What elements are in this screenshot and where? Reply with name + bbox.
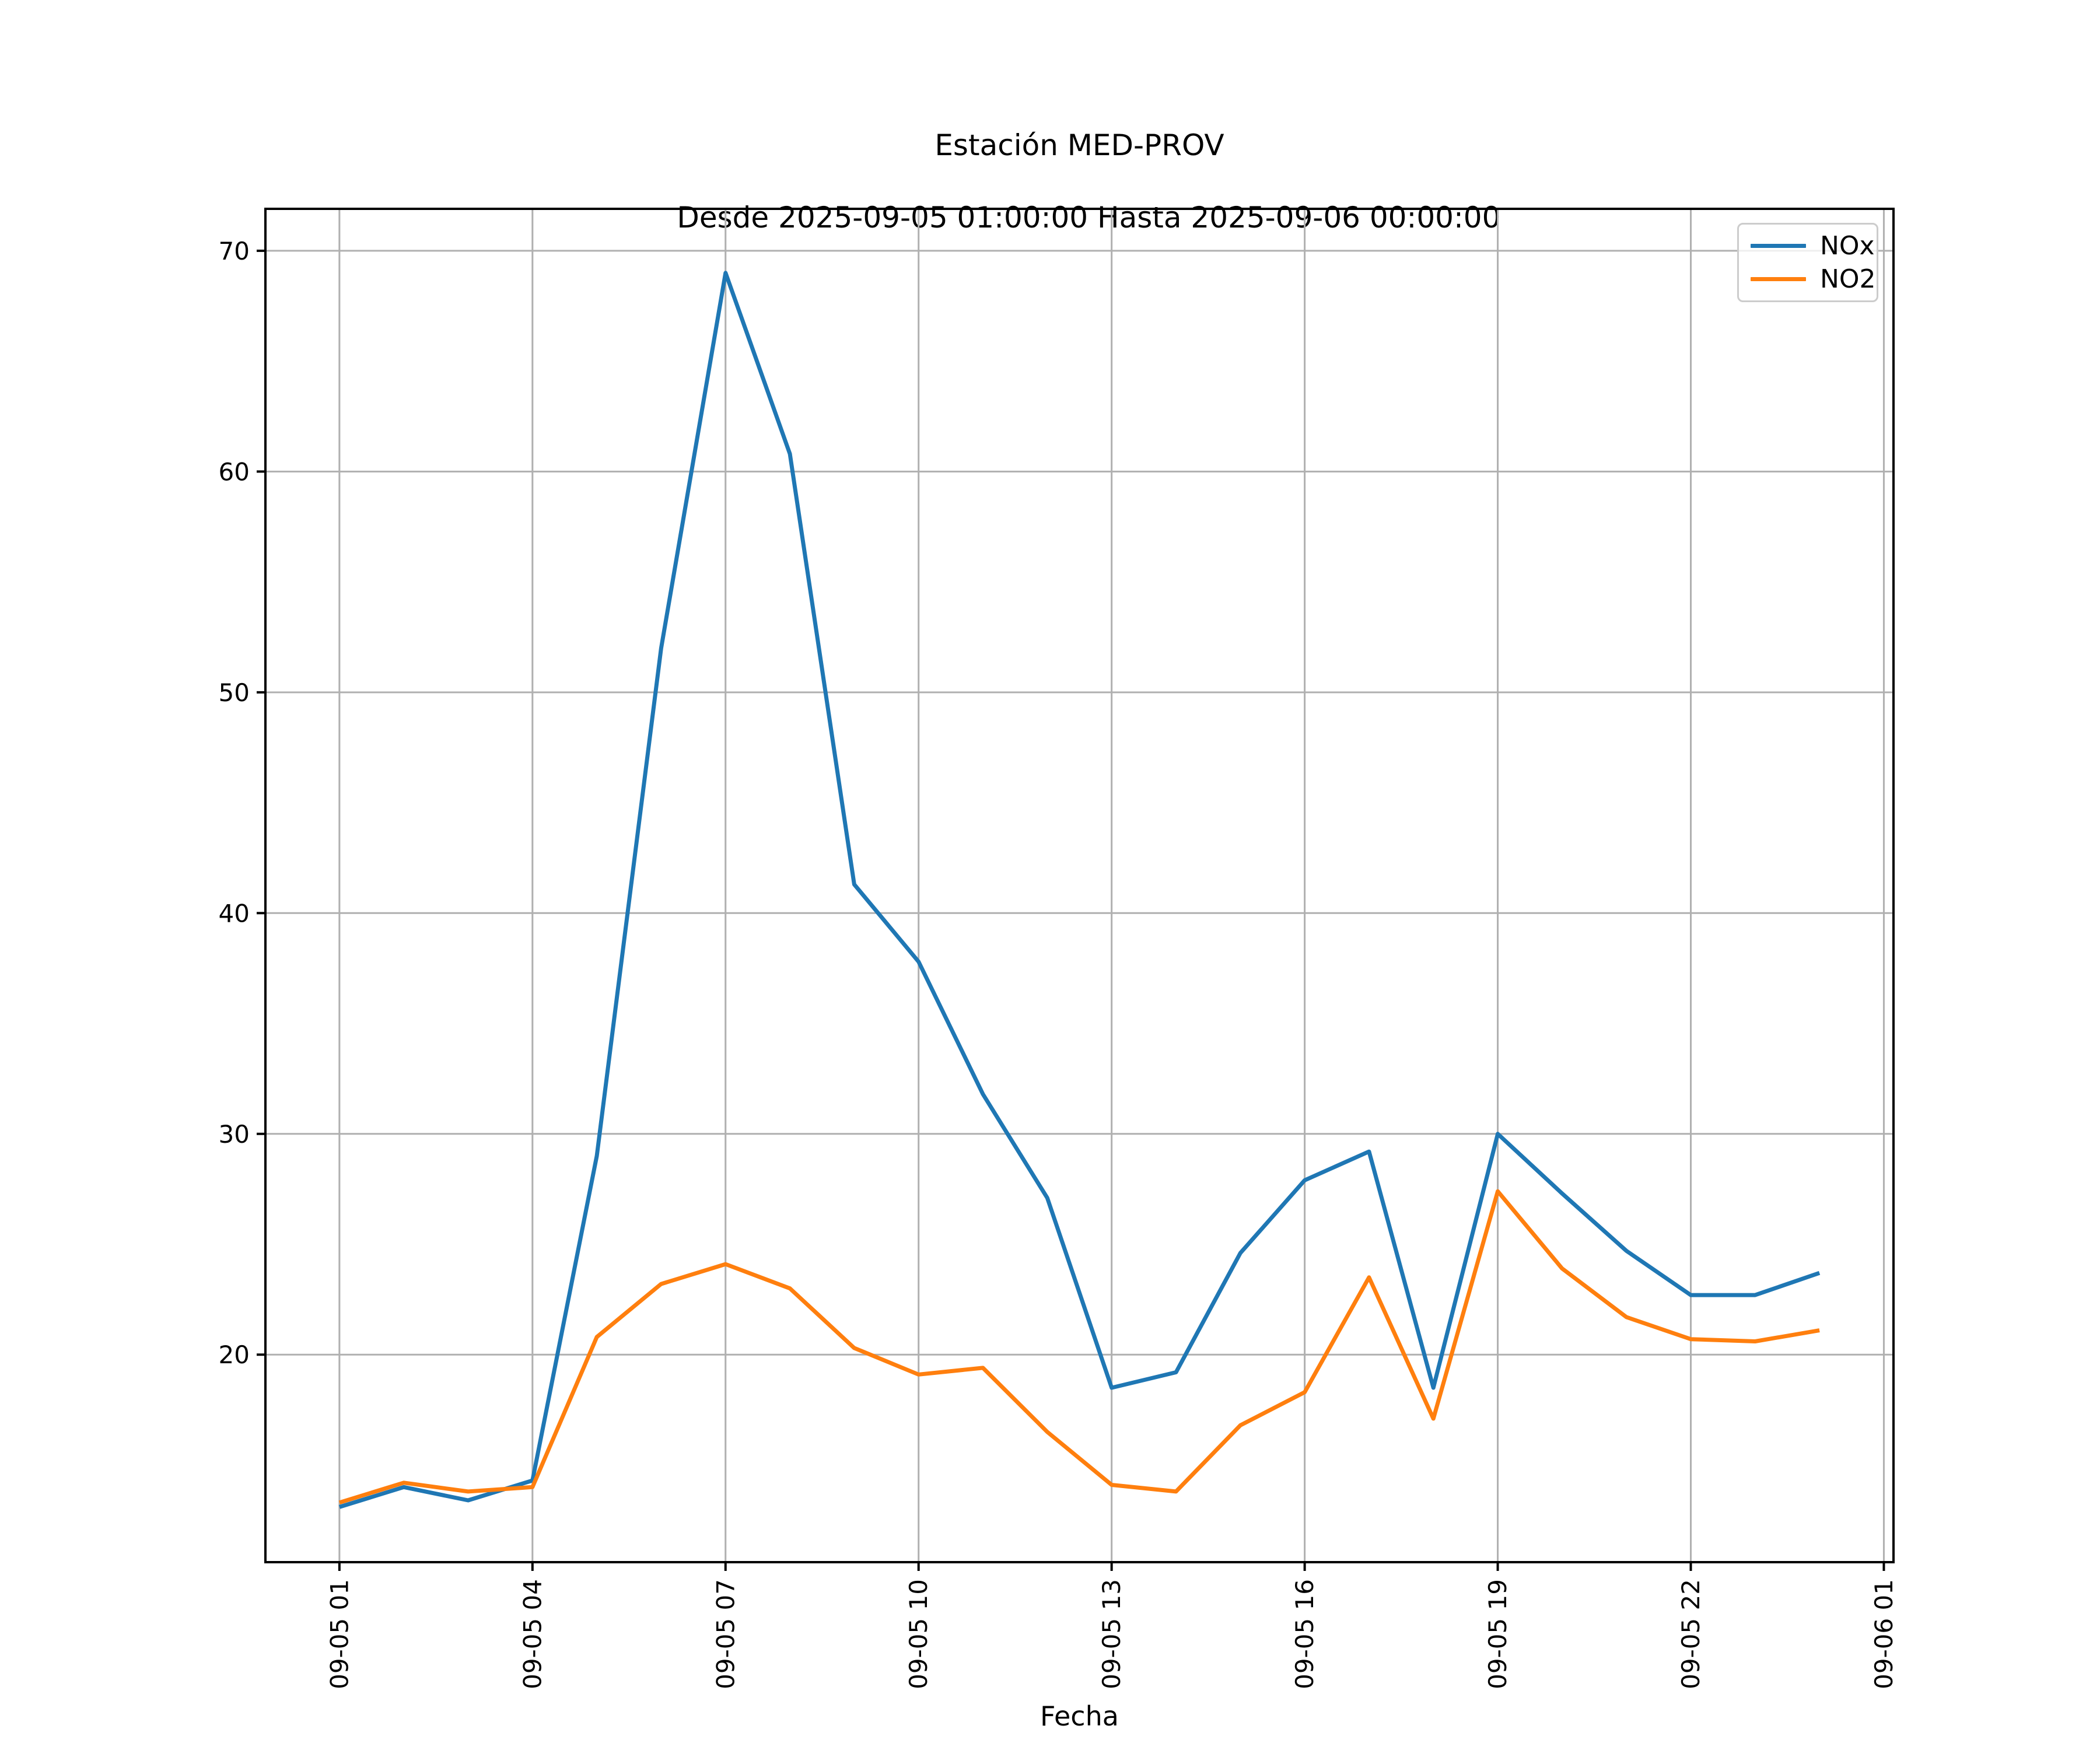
- x-tick-label: 09-05 07: [711, 1579, 740, 1689]
- series-line-nox: [338, 271, 1821, 1509]
- x-axis-label: Fecha: [1040, 1700, 1119, 1732]
- y-tick-label: 70: [219, 237, 250, 265]
- x-tick-label: 09-05 19: [1483, 1579, 1512, 1689]
- legend-line-nox-icon: [1751, 244, 1806, 249]
- legend-label-nox: NOx: [1820, 231, 1875, 261]
- x-tick-label: 09-05 13: [1097, 1579, 1126, 1689]
- chart-title-line1: Estación MED-PROV: [935, 128, 1224, 162]
- x-tick-label: 09-06 01: [1870, 1579, 1898, 1689]
- y-tick-label: 60: [219, 457, 250, 486]
- x-tick-label: 09-05 01: [325, 1579, 354, 1689]
- axes-frame: [264, 208, 1895, 1563]
- legend-line-no2-icon: [1751, 276, 1806, 281]
- x-tick-label: 09-05 22: [1676, 1579, 1705, 1689]
- chart-title-line2: Desde 2025-09-05 01:00:00 Hasta 2025-09-…: [677, 201, 1501, 235]
- y-tick-label: 50: [219, 678, 250, 707]
- series-line-no2: [338, 1189, 1820, 1505]
- legend-label-no2: NO2: [1820, 264, 1876, 294]
- y-tick-label: 40: [219, 899, 250, 928]
- chart-title: Estación MED-PROV Desde 2025-09-05 01:00…: [265, 127, 1894, 236]
- legend-item-nox: NOx: [1751, 231, 1875, 261]
- y-tick-label: 30: [219, 1120, 250, 1149]
- legend-item-no2: NO2: [1751, 264, 1876, 294]
- x-tick-label: 09-05 16: [1290, 1579, 1319, 1689]
- x-tick-label: 09-05 04: [518, 1579, 547, 1689]
- legend: NOx NO2: [1737, 223, 1878, 302]
- y-tick-label: 20: [219, 1340, 250, 1369]
- x-tick-label: 09-05 10: [904, 1579, 933, 1689]
